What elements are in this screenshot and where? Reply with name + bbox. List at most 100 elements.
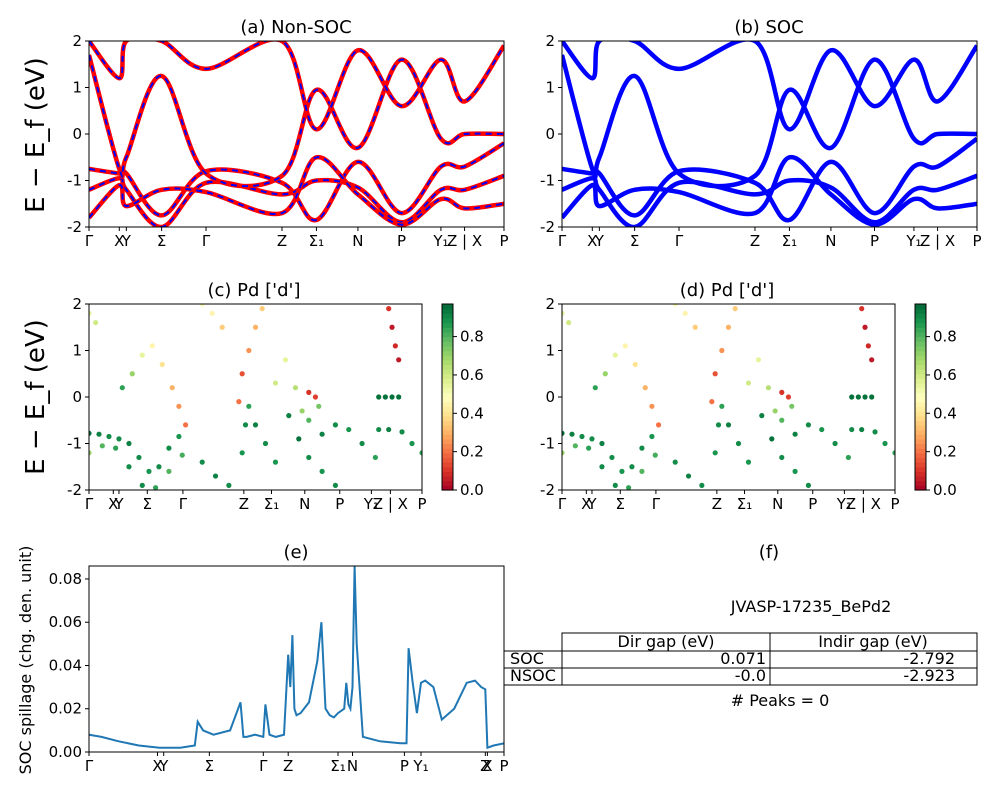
- table-cell-nsoc-dir: -0.0: [735, 666, 766, 685]
- panel-c-colorbar-cell: [442, 406, 453, 412]
- panel-c-point: [372, 454, 378, 461]
- panel-c-point: [332, 482, 339, 488]
- panel-a-xtick-label: Y₁: [432, 232, 448, 250]
- panel-f-gap-table: (f) JVASP-17235_BePd2 Dir gap (eV) Indir…: [503, 542, 978, 710]
- panel-b-ytick-label: 0: [545, 125, 555, 143]
- panel-c-points: [89, 304, 422, 490]
- panel-d-colorbar-frame: [914, 303, 927, 491]
- panel-d-point: [849, 394, 855, 400]
- panel-c-point: [386, 306, 392, 312]
- panel-c-point: [179, 452, 185, 458]
- panel-d-points: [562, 304, 895, 490]
- panel-d-colorbar-cell: [915, 424, 926, 431]
- panel-c-point: [312, 394, 319, 400]
- panel-d-colorbar-label: 0.2: [933, 443, 957, 461]
- panel-c-point: [419, 450, 422, 456]
- panel-c-colorbar-cell: [442, 392, 453, 398]
- panel-c-colorbar-cell: [442, 462, 453, 468]
- panel-c-point: [166, 468, 172, 474]
- panel-b-xtick-label: Z | X: [920, 232, 955, 250]
- panel-c-point: [299, 408, 305, 414]
- panel-e-ytick-label: 0.04: [49, 656, 82, 674]
- panel-c-colorbar-frame: [441, 303, 454, 491]
- panel-c-point: [116, 436, 122, 442]
- panel-e-title: (e): [283, 542, 308, 563]
- panel-d-xtick-label: Σ₁: [737, 495, 753, 513]
- panel-d-xtick-label: Z: [712, 495, 722, 513]
- panel-c-point: [409, 440, 415, 447]
- panel-d-colorbar-cell: [915, 462, 926, 468]
- panel-e-xtick-label: Y: [158, 757, 169, 775]
- panel-d-point: [805, 422, 812, 428]
- panel-d-point: [652, 452, 658, 458]
- panel-e-plot: 0.000.020.040.060.08Γ XY Σ Γ Z Σ₁ N P Y₁ ZX P: [49, 565, 509, 775]
- panel-d-point: [832, 440, 838, 447]
- panel-c-colorbar-cell: [442, 480, 453, 486]
- panel-d-colorbar-cell: [915, 345, 926, 352]
- panel-d-point: [682, 310, 688, 316]
- panel-d-point: [649, 433, 655, 440]
- panel-d-ytick-label: 1: [545, 342, 555, 360]
- panel-d-xtick-label: X: [581, 495, 591, 513]
- panel-e-spillage: (e) SOC spillage (chg. den. unit) 0.00 0.…: [16, 542, 509, 775]
- panel-d-point: [562, 430, 565, 436]
- panel-e-line-group: [89, 566, 504, 750]
- panel-c-frame: [88, 303, 423, 491]
- panel-c-colorbar-cell: [442, 369, 453, 375]
- panel-d-colorbar-cell: [915, 480, 926, 486]
- panel-d-colorbar-cell: [915, 392, 926, 398]
- panel-d-xtick-label: P: [890, 495, 899, 513]
- panel-c-colorbar-cell: [442, 485, 453, 491]
- panel-e-xtick-label: P: [499, 757, 508, 775]
- panel-a-xtick-label: Σ: [157, 232, 166, 250]
- panel-c-point: [153, 485, 159, 490]
- panel-d-point: [805, 482, 812, 488]
- panel-e-spillage-line: [89, 566, 504, 750]
- peaks-count: # Peaks = 0: [731, 691, 830, 710]
- panel-c-colorbar-cell: [442, 466, 453, 472]
- panel-d-colorbar-cell: [915, 429, 926, 435]
- panel-d-point: [566, 320, 572, 326]
- panel-d-point: [685, 473, 692, 479]
- panel-a-band-line-overlay: [89, 41, 504, 131]
- panel-d-point: [785, 394, 792, 400]
- panel-a-xtick-label: X: [114, 232, 124, 250]
- panel-c-colorbar-cell: [442, 387, 453, 393]
- panel-b-xtick-label: X: [587, 232, 597, 250]
- panel-c-xtick-label: Z | X: [373, 495, 408, 513]
- panel-b-xtick-label: Σ: [630, 232, 639, 250]
- panel-c-colorbar-cell: [442, 452, 453, 459]
- panel-d-point: [862, 394, 868, 400]
- panel-d-point: [725, 324, 732, 330]
- panel-c-point: [399, 429, 405, 435]
- panel-d-ytick-label: -1: [540, 435, 555, 453]
- panel-d-point: [755, 357, 762, 363]
- panel-d-point: [599, 464, 605, 470]
- panel-d-point: [579, 433, 585, 440]
- panel-a-plot: -2 -1 0 1 2 Γ XY Σ Γ Z Σ₁ N P Y₁Z | X P: [67, 32, 508, 250]
- panel-d-point: [592, 385, 598, 391]
- panel-d-colorbar-cell: [915, 448, 926, 454]
- panel-e-ytick-label: 0.02: [49, 700, 82, 718]
- panel-d-colorbar-cell: [915, 373, 926, 379]
- panel-c-colorbar-cell: [442, 364, 453, 370]
- panel-c-colorbar-cell: [442, 401, 453, 407]
- panel-a-ytick-label: 0: [72, 125, 82, 143]
- panel-d-point: [745, 459, 752, 465]
- panel-c-point: [292, 385, 299, 391]
- panel-d-xtick-label: Z | X: [846, 495, 881, 513]
- panel-c-point: [236, 399, 242, 405]
- panel-d-colorbar-cell: [915, 443, 926, 449]
- panel-d-point: [855, 394, 861, 400]
- material-name: JVASP-17235_BePd2: [730, 597, 892, 617]
- panel-c-colorbar-cell: [442, 383, 453, 389]
- panel-b-xtick-label: Z: [750, 232, 760, 250]
- panel-a-bands: [89, 41, 504, 227]
- panel-c-colorbar-cell: [442, 345, 453, 352]
- panel-a-band-line-overlay: [89, 142, 504, 222]
- panel-c-colorbar-cell: [442, 420, 453, 426]
- panel-d-point: [612, 352, 618, 358]
- panel-c-colorbar-cell: [442, 308, 453, 314]
